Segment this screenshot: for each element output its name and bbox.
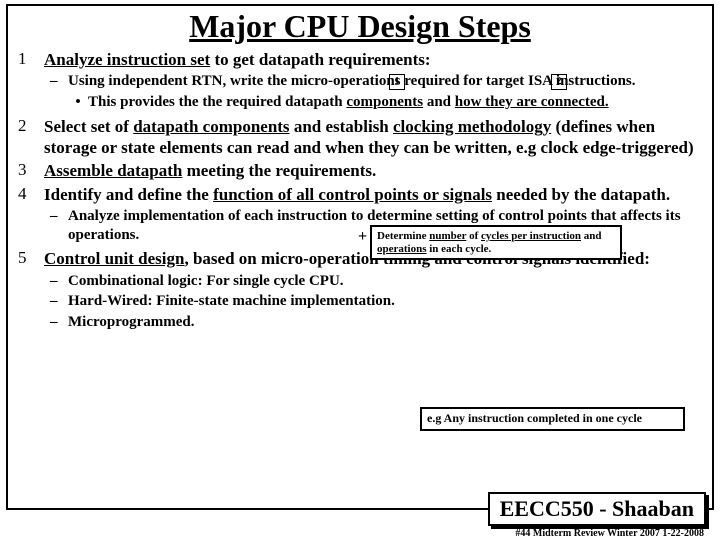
item-1: 1 Analyze instruction set to get datapat… [18,49,702,114]
slide-title: Major CPU Design Steps [18,8,702,45]
item-3: 3 Assemble datapath meeting the requirem… [18,160,702,181]
num-5: 5 [18,248,44,334]
callout-cycles: Determine number of cycles per instructi… [370,225,622,260]
course-box: EECC550 - Shaaban [488,492,706,526]
callout-single-cycle: e.g Any instruction completed in one cyc… [420,407,685,431]
main-list: 1 Analyze instruction set to get datapat… [18,49,702,334]
box-2: 2 [551,74,567,90]
item1-tail: to get datapath requirements: [210,50,430,69]
num-2: 2 [18,116,44,159]
item1-head: Analyze instruction set [44,50,210,69]
box-1: 1 [389,74,405,90]
item1-sub2-line: • This provides the the required datapat… [68,93,702,112]
plus-sign: + [358,228,367,246]
item5-sub2: – Hard-Wired: Finite-state machine imple… [44,292,702,311]
item5-sub3: – Microprogrammed. [44,313,702,332]
footer-text: #44 Midterm Review Winter 2007 1-22-2008 [515,528,704,539]
item5-sub1: – Combinational logic: For single cycle … [44,272,702,291]
num-3: 3 [18,160,44,181]
num-1: 1 [18,49,44,114]
num-4: 4 [18,184,44,247]
item1-sub2: • This provides the the required datapat… [68,93,702,112]
item-2: 2 Select set of datapath components and … [18,116,702,159]
box-row: 1 2 [388,74,568,90]
item-5: 5 Control unit design, based on micro-op… [18,248,702,334]
item5-sub: – Combinational logic: For single cycle … [44,272,702,332]
item1-sub: – Using independent RTN, write the micro… [44,72,702,112]
item1-sub1: – Using independent RTN, write the micro… [44,72,702,112]
